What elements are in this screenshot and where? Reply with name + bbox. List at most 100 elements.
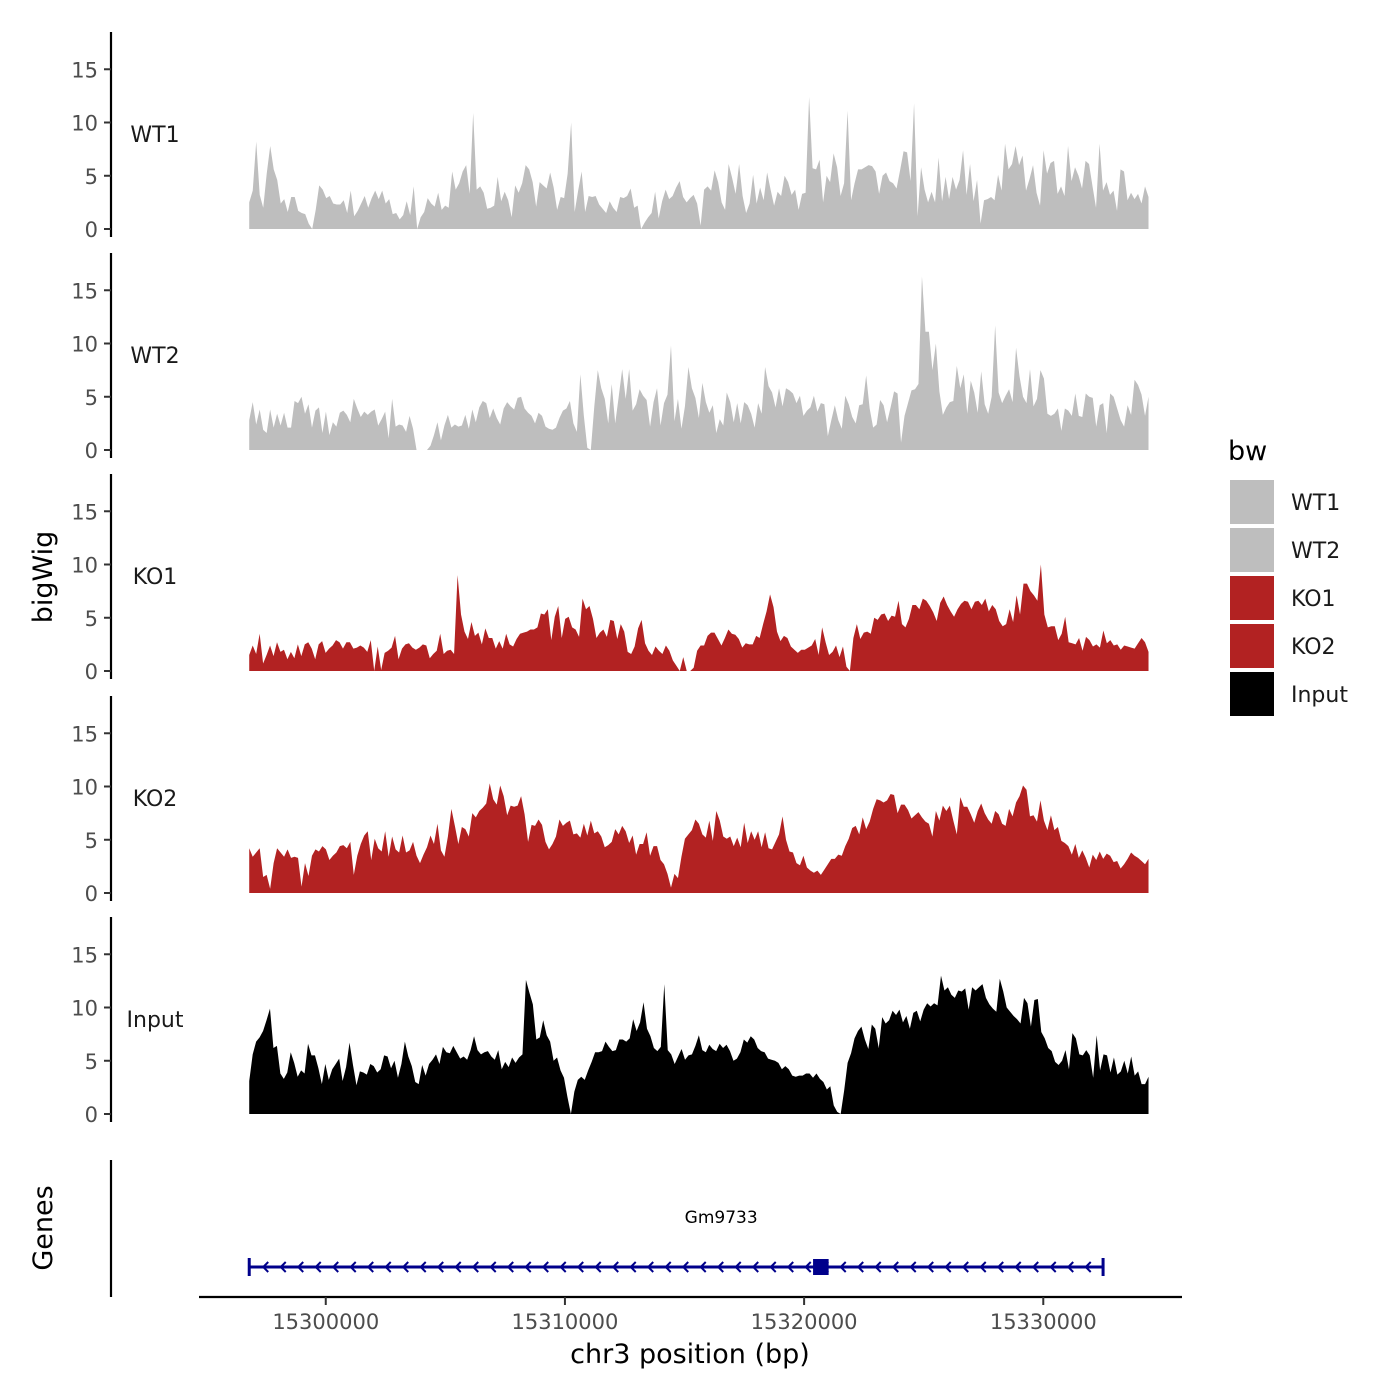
track-label: Input xyxy=(127,1008,184,1033)
y-tick-label: 0 xyxy=(85,882,98,906)
y-tick-label: 10 xyxy=(71,776,98,800)
y-tick-label: 0 xyxy=(85,439,98,463)
y-tick-label: 15 xyxy=(71,943,98,967)
strand-arrow-icon xyxy=(629,1261,637,1273)
strand-arrow-icon xyxy=(804,1261,812,1273)
legend-label: WT2 xyxy=(1291,539,1340,564)
y-tick-label: 15 xyxy=(71,722,98,746)
legend-swatch xyxy=(1230,480,1274,524)
y-tick-label: 0 xyxy=(85,218,98,242)
strand-arrow-icon xyxy=(1031,1261,1039,1273)
x-tick-label: 15330000 xyxy=(990,1310,1097,1334)
signal-tracks: 0 5 10 15 WT1 0 5 10 15 WT2 0 5 10 15 KO1 0 5 10 15 KO2 0 5 10… xyxy=(71,32,1149,1127)
y-tick-label: 10 xyxy=(71,333,98,357)
strand-arrow-icon xyxy=(926,1261,934,1273)
y-tick-label: 0 xyxy=(85,660,98,684)
y-tick-label: 15 xyxy=(71,58,98,82)
legend-label: KO2 xyxy=(1291,635,1336,660)
strand-arrow-icon xyxy=(261,1261,269,1273)
genes-axis-title: Genes xyxy=(28,1185,59,1270)
strand-arrow-icon xyxy=(296,1261,304,1273)
legend-label: WT1 xyxy=(1291,491,1340,516)
legend-swatch xyxy=(1230,672,1274,716)
gene-models: Gm9733 xyxy=(247,1208,1105,1276)
strand-arrow-icon xyxy=(471,1261,479,1273)
strand-arrow-icon xyxy=(524,1261,532,1273)
strand-arrow-icon xyxy=(839,1261,847,1273)
x-axis-title: chr3 position (bp) xyxy=(570,1339,810,1370)
legend-item-ko1: KO1 xyxy=(1230,576,1336,620)
strand-arrow-icon xyxy=(786,1261,794,1273)
legend-item-wt1: WT1 xyxy=(1230,480,1340,524)
legend-items: WT1 WT2 KO1 KO2 Input xyxy=(1230,480,1348,716)
strand-arrow-icon xyxy=(646,1261,654,1273)
track-wt2: 0 5 10 15 WT2 xyxy=(71,253,1149,463)
strand-arrow-icon xyxy=(769,1261,777,1273)
track-wt1: 0 5 10 15 WT1 xyxy=(71,32,1149,242)
legend-item-wt2: WT2 xyxy=(1230,528,1340,572)
y-tick-label: 5 xyxy=(85,165,98,189)
strand-arrow-icon xyxy=(716,1261,724,1273)
strand-arrow-icon xyxy=(734,1261,742,1273)
strand-arrow-icon xyxy=(314,1261,322,1273)
legend-title: bw xyxy=(1228,436,1267,467)
strand-arrow-icon xyxy=(541,1261,549,1273)
track-input: 0 5 10 15 Input xyxy=(71,917,1149,1127)
x-tick-label: 15310000 xyxy=(511,1310,618,1334)
strand-arrow-icon xyxy=(384,1261,392,1273)
track-label: KO1 xyxy=(133,565,178,590)
y-tick-label: 5 xyxy=(85,607,98,631)
legend-label: Input xyxy=(1291,683,1348,708)
track-label: WT2 xyxy=(130,344,179,369)
legend-swatch xyxy=(1230,624,1274,668)
strand-arrow-icon xyxy=(856,1261,864,1273)
strand-arrow-icon xyxy=(454,1261,462,1273)
strand-arrow-icon xyxy=(506,1261,514,1273)
strand-arrow-icon xyxy=(594,1261,602,1273)
track-label: WT1 xyxy=(130,123,179,148)
strand-arrow-icon xyxy=(419,1261,427,1273)
y-tick-label: 10 xyxy=(71,554,98,578)
strand-arrow-icon xyxy=(611,1261,619,1273)
legend: bw WT1 WT2 KO1 KO2 Input xyxy=(1228,436,1348,716)
strand-arrow-icon xyxy=(751,1261,759,1273)
signal-area-ko1 xyxy=(249,564,1149,671)
legend-swatch xyxy=(1230,528,1274,572)
y-tick-label: 15 xyxy=(71,500,98,524)
strand-arrow-icon xyxy=(664,1261,672,1273)
y-tick-label: 0 xyxy=(85,1103,98,1127)
legend-swatch xyxy=(1230,576,1274,620)
strand-arrow-icon xyxy=(699,1261,707,1273)
y-tick-label: 10 xyxy=(71,112,98,136)
strand-arrow-icon xyxy=(331,1261,339,1273)
y-axis-title: bigWig xyxy=(28,531,59,624)
gene-panel: Gm9733 xyxy=(109,1160,1105,1297)
legend-item-input: Input xyxy=(1230,672,1348,716)
x-axis: 15300000 15310000 15320000 15330000 chr3 po… xyxy=(199,1295,1182,1370)
legend-item-ko2: KO2 xyxy=(1230,624,1336,668)
y-tick-label: 5 xyxy=(85,829,98,853)
signal-area-wt2 xyxy=(249,276,1149,450)
strand-arrow-icon xyxy=(996,1261,1004,1273)
track-ko1: 0 5 10 15 KO1 xyxy=(71,474,1149,684)
strand-arrow-icon xyxy=(436,1261,444,1273)
strand-arrow-icon xyxy=(366,1261,374,1273)
gene-gm9733: Gm9733 xyxy=(247,1208,1105,1276)
y-tick-label: 5 xyxy=(85,1050,98,1074)
signal-area-input xyxy=(249,975,1149,1114)
strand-arrow-icon xyxy=(891,1261,899,1273)
strand-arrow-icon xyxy=(681,1261,689,1273)
strand-arrow-icon xyxy=(821,1261,829,1273)
gene-exon xyxy=(813,1259,829,1275)
strand-arrow-icon xyxy=(1049,1261,1057,1273)
strand-arrow-icon xyxy=(1084,1261,1092,1273)
track-label: KO2 xyxy=(133,787,178,812)
strand-arrow-icon xyxy=(489,1261,497,1273)
strand-arrow-icon xyxy=(559,1261,567,1273)
y-tick-label: 10 xyxy=(71,997,98,1021)
strand-arrow-icon xyxy=(349,1261,357,1273)
strand-arrow-icon xyxy=(1014,1261,1022,1273)
x-axis-ticks: 15300000 15310000 15320000 15330000 xyxy=(272,1297,1097,1334)
strand-arrow-icon xyxy=(401,1261,409,1273)
